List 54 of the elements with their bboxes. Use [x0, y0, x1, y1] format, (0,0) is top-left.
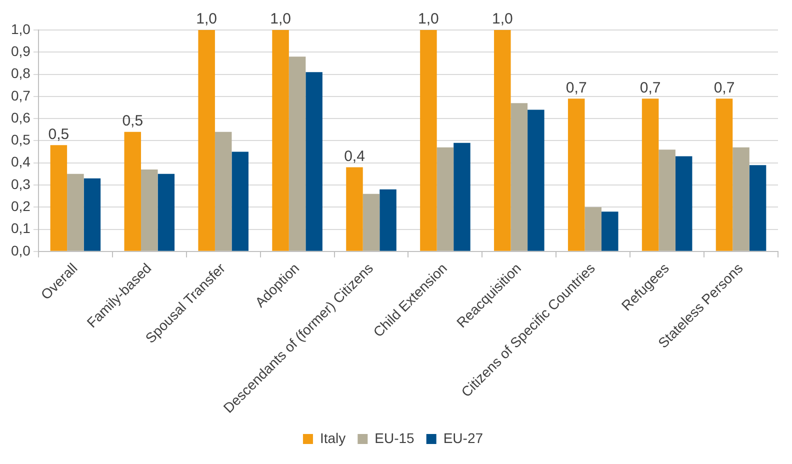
legend-label: EU-15	[374, 430, 415, 446]
bar	[454, 142, 470, 251]
data-label: 0,7	[640, 79, 661, 96]
legend-label: Italy	[320, 430, 346, 446]
bar	[749, 165, 766, 251]
bar	[436, 147, 454, 251]
bar	[124, 132, 142, 251]
bar	[380, 189, 396, 251]
y-tick-label: 0,1	[10, 220, 31, 236]
y-tick-label: 0,5	[10, 132, 31, 148]
data-label: 1,0	[492, 10, 513, 28]
y-tick-label: 0,2	[10, 198, 31, 214]
bar	[642, 98, 659, 251]
bar	[716, 98, 733, 251]
bar	[675, 156, 692, 251]
data-label: 0,5	[122, 112, 144, 130]
bar	[528, 110, 544, 251]
data-label: 0,4	[344, 148, 365, 165]
y-tick-label: 0,6	[10, 109, 31, 126]
data-label: 1,0	[270, 10, 291, 28]
y-tick-label: 0,9	[10, 43, 31, 59]
y-tick-label: 0,3	[10, 176, 31, 192]
y-tick-label: 0,8	[10, 65, 31, 82]
bar	[732, 147, 750, 251]
y-tick-label: 1,0	[10, 20, 31, 37]
bar	[272, 30, 289, 251]
bar	[158, 174, 175, 251]
bar	[67, 174, 84, 251]
bar	[50, 145, 68, 251]
bar	[84, 178, 101, 251]
bar	[232, 152, 248, 251]
bar	[584, 207, 602, 251]
legend-label: EU-27	[443, 430, 484, 446]
bar	[214, 132, 232, 251]
data-label: 0,7	[566, 79, 587, 96]
data-label: 0,7	[714, 79, 735, 96]
bar	[346, 167, 363, 251]
bar	[601, 212, 618, 251]
bar	[141, 170, 158, 251]
data-label: 1,0	[418, 10, 439, 28]
bar	[362, 194, 380, 251]
bar	[198, 30, 215, 251]
bar	[494, 30, 511, 251]
bar	[658, 150, 676, 251]
bar	[568, 98, 585, 251]
data-label: 0,5	[48, 126, 70, 143]
bar	[306, 72, 322, 251]
y-tick-label: 0,7	[10, 87, 31, 104]
y-tick-label: 0,0	[10, 242, 31, 258]
y-tick-label: 0,4	[10, 154, 31, 170]
data-label: 1,0	[196, 10, 218, 28]
bar	[510, 103, 528, 251]
bar	[420, 30, 437, 251]
bar	[288, 56, 306, 251]
